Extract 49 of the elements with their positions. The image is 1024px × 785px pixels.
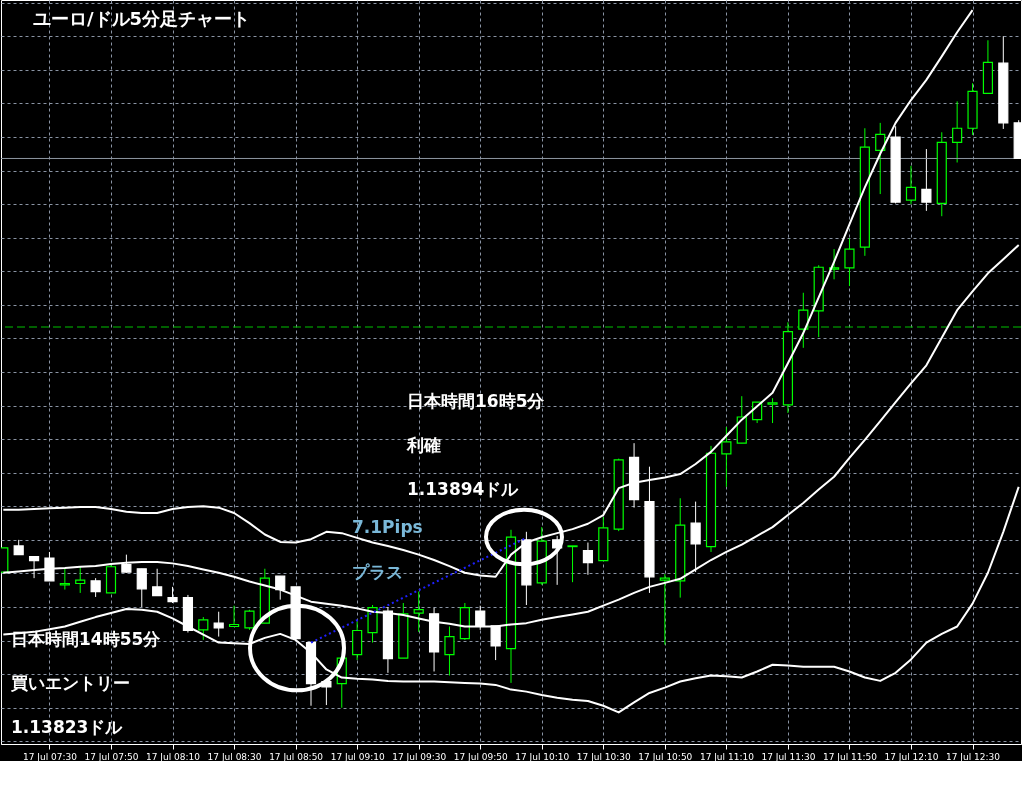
- annotation: 買いエントリー: [10, 673, 130, 693]
- candlestick: [28, 556, 40, 579]
- x-tick-label: 17 Jul 08:30: [207, 751, 262, 762]
- candlestick: [136, 568, 147, 608]
- candlestick: [228, 605, 240, 628]
- candlestick: [921, 148, 932, 212]
- candlestick: [905, 165, 917, 205]
- x-tick-label: 17 Jul 09:50: [453, 751, 508, 762]
- x-tick-label: 17 Jul 11:10: [699, 751, 755, 762]
- x-tick-label: 17 Jul 10:30: [576, 751, 632, 762]
- candlestick: [721, 426, 732, 488]
- candlestick: [213, 611, 224, 638]
- annotation: プラス: [352, 562, 403, 582]
- x-tick-label: 17 Jul 10:10: [515, 751, 570, 762]
- candlestick: [767, 397, 778, 424]
- x-tick-label: 17 Jul 10:50: [638, 751, 693, 762]
- candlestick: [798, 292, 809, 349]
- candlestick: [828, 248, 840, 280]
- candlestick: [413, 591, 424, 633]
- candlestick: [90, 577, 101, 598]
- x-tick-label: 17 Jul 11:30: [761, 751, 816, 762]
- candlestick: [690, 501, 701, 573]
- x-tick-label: 17 Jul 11:50: [822, 751, 878, 762]
- annotation: 利確: [406, 435, 441, 455]
- candlestick: [444, 625, 455, 677]
- x-tick-label: 17 Jul 12:30: [946, 751, 1001, 762]
- candlestick: [59, 567, 70, 591]
- text: 1.13823ドル: [11, 717, 124, 737]
- candlestick: [952, 100, 963, 163]
- candlestick: [198, 616, 209, 641]
- x-tick-label: 17 Jul 09:10: [330, 751, 385, 762]
- x-tick-label: 17 Jul 12:10: [884, 751, 939, 762]
- x-tick-label: 17 Jul 07:30: [22, 751, 78, 762]
- candlestick: [275, 575, 286, 601]
- x-tick-label: 17 Jul 09:30: [392, 751, 447, 762]
- candlestick: [659, 573, 670, 646]
- annotation: 7.1Pips: [352, 517, 423, 537]
- x-tick-label: 17 Jul 07:50: [84, 751, 139, 762]
- candlestick: [152, 568, 163, 597]
- x-tick-label: 17 Jul 08:10: [146, 751, 201, 762]
- x-tick-label: 17 Jul 08:50: [269, 751, 324, 762]
- candlestick: [582, 542, 594, 576]
- candlestick: [44, 551, 55, 582]
- candlestick: [121, 554, 132, 574]
- candlestick: [567, 545, 578, 583]
- annotation: 1.13894ドル: [407, 479, 520, 499]
- chart-title: ユーロ/ドル5分足チャート: [33, 8, 251, 29]
- candlestick: [844, 237, 855, 287]
- annotation: 日本時間16時5分: [407, 391, 546, 411]
